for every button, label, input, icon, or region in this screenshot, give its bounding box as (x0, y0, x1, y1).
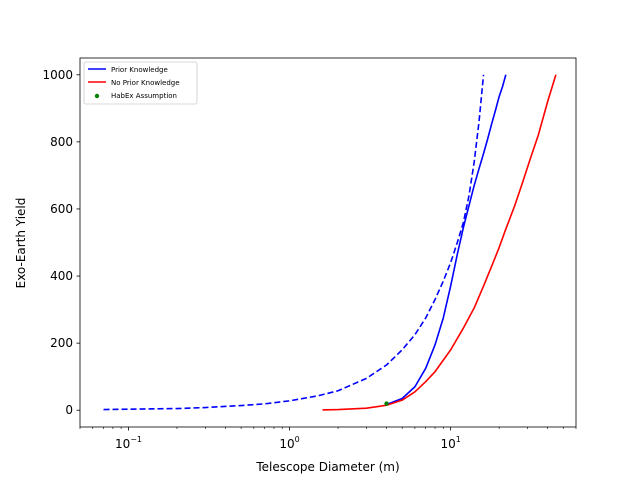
y-tick-label: 400 (50, 269, 73, 283)
x-axis-label: Telescope Diameter (m) (255, 460, 399, 474)
plot-lines (103, 74, 557, 411)
legend: Prior Knowledge No Prior Knowledge HabEx… (83, 61, 198, 105)
series-line-3-solid (322, 74, 557, 411)
legend-label-habex-assumption: HabEx Assumption (111, 92, 177, 100)
x-tick-label: 101 (440, 435, 460, 451)
x-tick-label: 10−1 (115, 435, 142, 451)
y-tick-label: 1000 (42, 68, 73, 82)
axes-frame (79, 57, 577, 428)
x-tick-label: 100 (279, 435, 299, 451)
legend-label-no-prior-knowledge: No Prior Knowledge (111, 79, 180, 87)
legend-swatch-habex-assumption (94, 93, 100, 99)
plot-points (384, 401, 389, 406)
y-tick-label: 200 (50, 336, 73, 350)
series-line-2-solid (386, 74, 507, 406)
y-tick-label: 800 (50, 135, 73, 149)
series-line-1-dashed (103, 74, 485, 411)
y-axis-ticks: 0 200 400 600 800 1000 (42, 68, 80, 417)
y-axis-label: Exo-Earth Yield (14, 198, 28, 289)
legend-label-prior-knowledge: Prior Knowledge (111, 66, 168, 74)
x-axis-ticks: 10−1 100 101 (79, 427, 577, 451)
data-point-habex-assumption (384, 401, 389, 406)
y-tick-label: 0 (65, 403, 73, 417)
y-tick-label: 600 (50, 202, 73, 216)
legend-box (83, 61, 198, 105)
